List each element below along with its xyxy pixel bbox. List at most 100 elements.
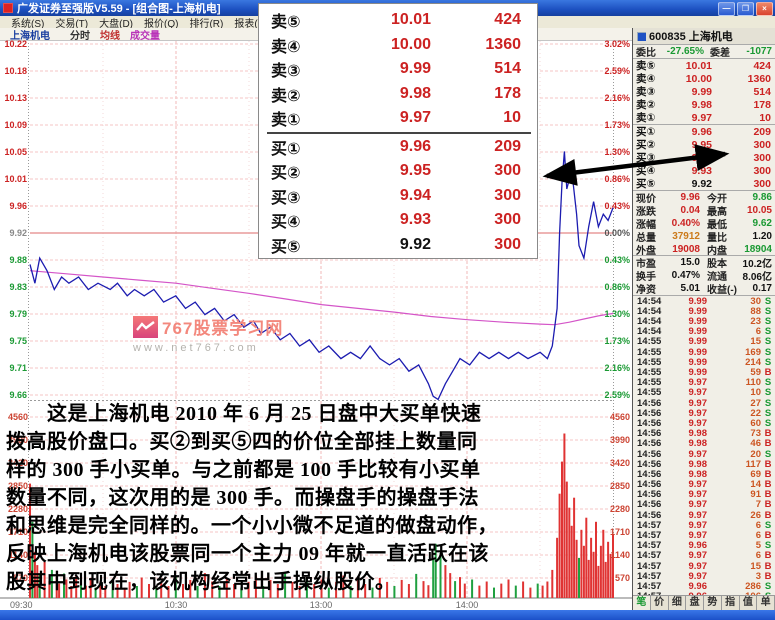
orderbook-price: 9.98	[399, 84, 431, 102]
menu-item-1[interactable]: 交易(T)	[55, 18, 89, 30]
quote-level-卖③[interactable]: 卖③ 9.99 514	[633, 85, 775, 99]
annotation-text: 这是上海机电 2010 年 6 月 25 日盘中大买单快速 拨高股价盘口。买②到买…	[6, 400, 618, 596]
panel-tab-细[interactable]: 细	[669, 596, 687, 610]
tick-price: 9.98	[688, 468, 708, 480]
tick-time: 14:54	[637, 295, 662, 307]
tick-volume: 214	[745, 356, 761, 368]
tick-list[interactable]: 14:54 9.99 30 S 14:54 9.99 88 S 14:54 9.99 23 S 14:5…	[633, 296, 775, 602]
percent-axis-label: 0.43%	[604, 201, 630, 211]
price-axis-label: 10.09	[4, 120, 27, 130]
stat-label: 最低	[707, 219, 727, 231]
orderbook-row-卖④[interactable]: 卖④ 10.00 1360	[259, 33, 537, 58]
stat-label: 总量	[636, 232, 656, 244]
orderbook-row-买③[interactable]: 买③ 9.94 300	[259, 184, 537, 209]
orderbook-volume: 178	[494, 84, 521, 102]
tick-price: 9.99	[688, 367, 708, 379]
tick-row: 14:56 9.97 26 B	[633, 509, 775, 521]
time-axis-label: 13:00	[309, 600, 333, 610]
tick-row: 14:56 9.97 7 B	[633, 499, 775, 510]
orderbook-price: 9.92	[399, 235, 431, 253]
stat-label: 外盘	[636, 245, 656, 257]
tick-flag: S	[764, 580, 772, 592]
restore-button[interactable]: ❐	[737, 2, 754, 16]
quote-levels: 卖⑤ 10.01 424 卖④ 10.00 1360 卖③ 9.99 514 卖② 9.98 178 卖…	[633, 59, 775, 191]
volume-axis-label-left: 570	[12, 573, 28, 583]
tab-成交量[interactable]: 成交量	[130, 30, 160, 42]
stock-name: 上海机电	[688, 31, 733, 43]
stat-value: 15.0	[680, 257, 700, 269]
orderbook-row-买②[interactable]: 买② 9.95 300	[259, 159, 537, 184]
panel-tab-势[interactable]: 势	[704, 596, 722, 610]
tick-flag: S	[764, 519, 772, 531]
watermark-title: 767股票学习网	[162, 319, 284, 338]
stat-value: 10.2亿	[742, 259, 772, 271]
quote-volume: 178	[753, 98, 771, 111]
panel-tab-笔[interactable]: 笔	[633, 596, 651, 610]
panel-tab-值[interactable]: 值	[740, 596, 758, 610]
orderbook-volume: 300	[494, 235, 521, 253]
tick-time: 14:55	[637, 367, 662, 379]
stat-value: 18904	[744, 243, 772, 255]
orderbook-price: 9.97	[399, 109, 431, 127]
orderbook-row-卖③[interactable]: 卖③ 9.99 514	[259, 57, 537, 82]
menu-item-3[interactable]: 报价(Q)	[144, 18, 179, 30]
menu-item-4[interactable]: 排行(R)	[189, 18, 224, 30]
tick-flag: B	[764, 479, 772, 491]
orderbook-row-买④[interactable]: 买④ 9.93 300	[259, 208, 537, 233]
quote-level-买①[interactable]: 买① 9.96 209	[633, 125, 775, 139]
tick-volume: 26	[750, 509, 761, 521]
quote-price: 9.94	[691, 151, 712, 164]
tick-flag: S	[764, 336, 772, 348]
quote-level-卖①[interactable]: 卖① 9.97 10	[633, 111, 775, 125]
quote-level-卖⑤[interactable]: 卖⑤ 10.01 424	[633, 59, 775, 73]
panel-tab-价[interactable]: 价	[651, 596, 669, 610]
menu-item-0[interactable]: 系统(S)	[11, 18, 45, 30]
stat-label: 流通	[707, 272, 727, 284]
quote-price: 9.95	[691, 138, 712, 151]
close-button[interactable]: ×	[756, 2, 773, 16]
tick-row: 14:57 9.96 286 S	[633, 580, 775, 592]
orderbook-row-卖①[interactable]: 卖① 9.97 10	[259, 106, 537, 131]
stock-icon	[637, 31, 646, 41]
orderbook-row-买⑤[interactable]: 买⑤ 9.92 300	[259, 233, 537, 258]
volume-axis-label-right: 4560	[609, 412, 630, 422]
tick-row: 14:56 9.97 22 S	[633, 408, 775, 419]
tick-row: 14:57 9.97 3 B	[633, 571, 775, 582]
orderbook-level-label: 买④	[271, 214, 301, 232]
price-axis-label: 9.79	[9, 309, 27, 319]
tick-flag: S	[764, 417, 772, 429]
price-axis-label: 10.22	[4, 39, 27, 49]
tick-volume: 88	[750, 305, 761, 317]
price-axis-label: 10.05	[4, 147, 27, 157]
volume-axis-label-left: 3990	[7, 435, 28, 445]
quote-level-买⑤[interactable]: 买⑤ 9.92 300	[633, 177, 775, 191]
quote-level-卖④[interactable]: 卖④ 10.00 1360	[633, 72, 775, 86]
tick-row: 14:56 9.98 69 B	[633, 468, 775, 480]
panel-tab-盘[interactable]: 盘	[686, 596, 704, 610]
menu-item-2[interactable]: 大盘(D)	[99, 18, 134, 30]
tick-time: 14:57	[637, 550, 662, 562]
menu-item-5[interactable]: 报表(B)	[234, 18, 268, 30]
tick-price: 9.97	[688, 519, 708, 531]
stat-row-涨幅: 涨幅 0.40% 最低 9.62	[633, 217, 775, 231]
tab-分时[interactable]: 分时	[70, 30, 90, 42]
minimize-button[interactable]: —	[718, 2, 735, 16]
panel-tab-指[interactable]: 指	[722, 596, 740, 610]
tick-row: 14:55 9.99 59 B	[633, 367, 775, 379]
tick-volume: 6	[755, 519, 761, 531]
tab-均线[interactable]: 均线	[100, 30, 120, 42]
quote-level-label: 卖⑤	[636, 60, 656, 72]
quote-level-卖②[interactable]: 卖② 9.98 178	[633, 98, 775, 112]
stat-value: 1.20	[752, 230, 772, 242]
panel-tab-单[interactable]: 单	[757, 596, 775, 610]
orderbook-price: 10.01	[390, 11, 431, 29]
stat-label: 净资	[636, 285, 656, 297]
tick-row: 14:56 9.98 73 B	[633, 428, 775, 439]
price-axis-label: 10.01	[4, 174, 27, 184]
orderbook-row-卖②[interactable]: 卖② 9.98 178	[259, 82, 537, 107]
percent-axis-label: 1.30%	[604, 147, 630, 157]
percent-axis-label: 2.59%	[604, 66, 630, 76]
orderbook-row-卖⑤[interactable]: 卖⑤ 10.01 424	[259, 8, 537, 33]
tick-time: 14:57	[637, 540, 662, 552]
orderbook-row-买①[interactable]: 买① 9.96 209	[259, 135, 537, 160]
